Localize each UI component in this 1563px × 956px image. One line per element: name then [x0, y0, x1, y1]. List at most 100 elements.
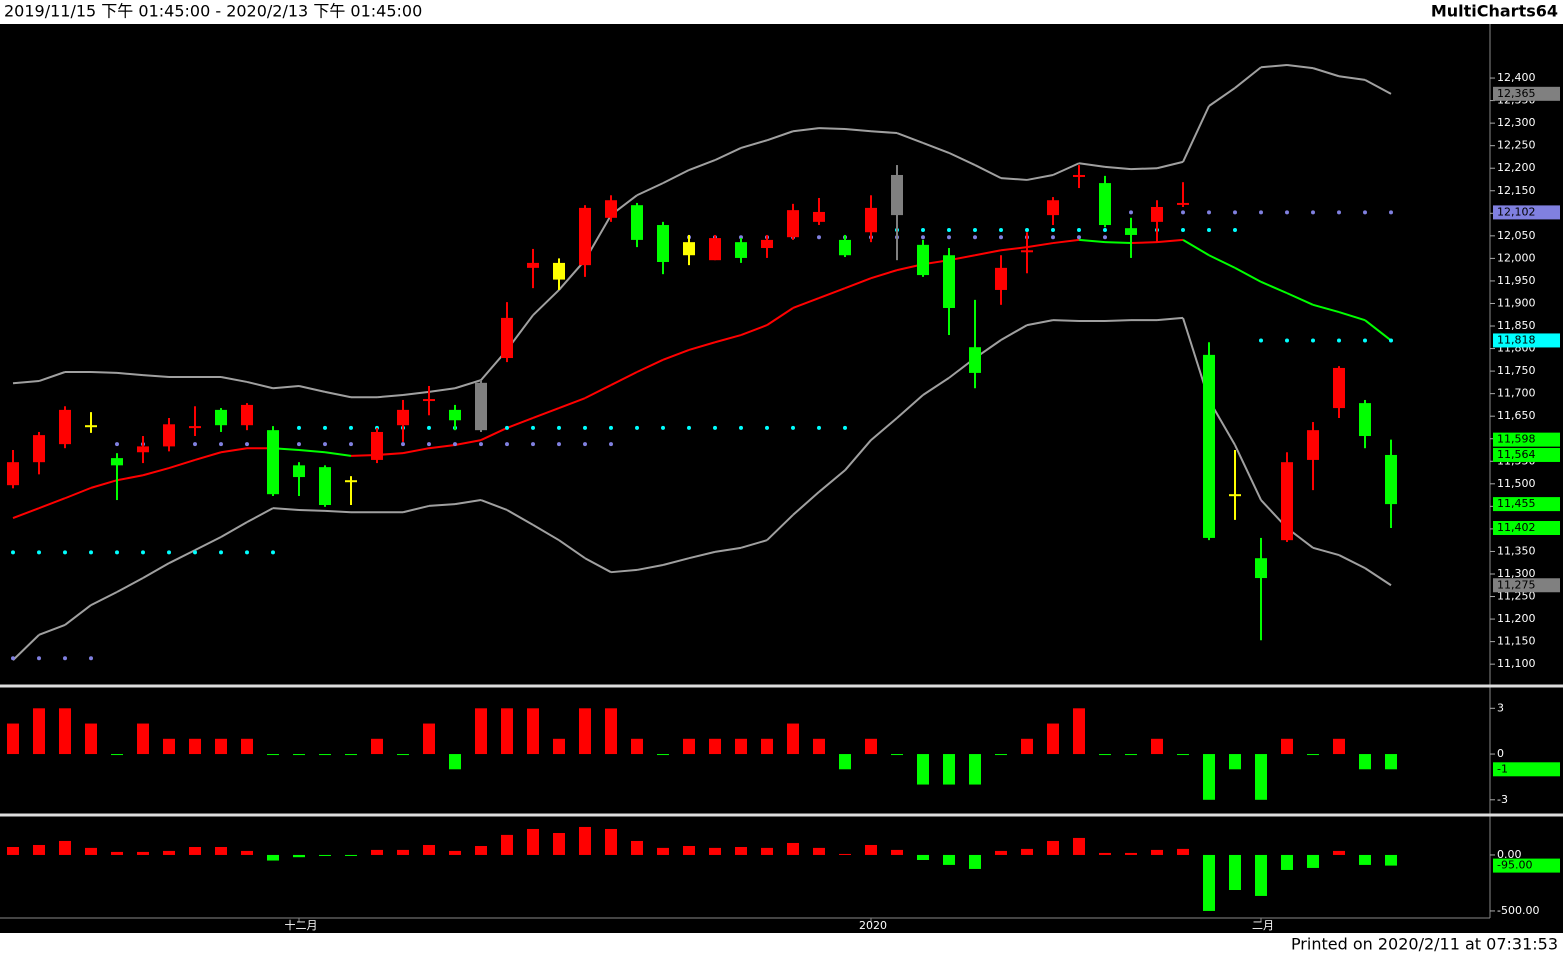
indicator-bar [1385, 754, 1397, 770]
level-dot [427, 425, 431, 430]
candle-body [995, 267, 1007, 290]
level-dot [271, 550, 275, 555]
level-dot [141, 550, 145, 555]
band-segment [1078, 238, 1106, 244]
candle-body [345, 480, 357, 483]
level-dot [1181, 227, 1185, 232]
band-segment [324, 451, 352, 457]
level-dot [401, 442, 405, 447]
printed-note: Printed on 2020/2/11 at 07:31:53 [1291, 935, 1558, 954]
candle-body [1281, 462, 1293, 541]
level-dot [1025, 227, 1029, 232]
band-segment [714, 546, 742, 553]
indicator-bar [397, 754, 409, 756]
band-segment [454, 499, 482, 506]
indicator-bar [1333, 850, 1345, 855]
level-dot [323, 442, 327, 447]
indicator-bar [423, 723, 435, 755]
band-segment [740, 539, 768, 549]
price-marker [1493, 432, 1560, 447]
band-segment [584, 384, 612, 400]
candle-body [423, 399, 435, 402]
price-marker-label: 12,365 [1497, 87, 1536, 100]
app-name: MultiCharts64 [1431, 2, 1558, 21]
y-tick-label: 12,400 [1497, 71, 1536, 84]
indicator-bar [371, 738, 383, 755]
level-dot [323, 425, 327, 430]
band-segment [844, 127, 872, 133]
y-tick-label: 12,050 [1497, 229, 1536, 242]
level-dot [479, 442, 483, 447]
y-tick-label: 12,200 [1497, 161, 1536, 174]
level-dot [531, 425, 535, 430]
y-tick-label: 11,650 [1497, 409, 1536, 422]
candle-body [553, 262, 565, 280]
indicator-bar [59, 840, 71, 855]
band-segment [1208, 87, 1236, 107]
level-dot [115, 550, 119, 555]
y-tick-label: 12,150 [1497, 184, 1536, 197]
band-segment [194, 536, 222, 551]
candle-body [319, 467, 331, 506]
candle-body [475, 382, 487, 431]
indicator-bar [501, 708, 513, 755]
band-segment [246, 380, 274, 390]
band-segment [792, 491, 820, 516]
candle-body [917, 244, 929, 276]
indicator-bar [1359, 754, 1371, 770]
indicator-bar [1203, 854, 1215, 911]
band-segment [1000, 177, 1028, 181]
indicator-bar [995, 754, 1007, 756]
level-dot [817, 235, 821, 240]
band-segment [90, 479, 118, 489]
level-dot [609, 442, 613, 447]
band-segment [688, 159, 716, 171]
indicator-bar [761, 738, 773, 755]
band-segment [818, 469, 846, 493]
band-segment [402, 504, 430, 514]
band-segment [12, 380, 40, 385]
band-segment [1234, 444, 1262, 501]
y-tick-label: 0.00 [1497, 848, 1522, 861]
band-segment [324, 390, 352, 399]
indicator-bar [137, 723, 149, 755]
indicator-bar [319, 854, 331, 856]
band-segment [714, 334, 742, 344]
candle-body [1021, 250, 1033, 253]
level-dot [245, 550, 249, 555]
indicator-bar [605, 828, 617, 855]
band-segment [1104, 241, 1132, 245]
level-dot [1363, 338, 1367, 343]
candle-body [1255, 558, 1267, 579]
indicator-bar [501, 834, 513, 855]
level-dot [921, 235, 925, 240]
band-segment [428, 503, 456, 507]
level-dot [297, 442, 301, 447]
candle-body [33, 435, 45, 463]
candle-body [1125, 228, 1137, 235]
indicator-bar [1073, 708, 1085, 755]
level-dot [219, 550, 223, 555]
footer-bar [0, 933, 1563, 956]
level-dot [609, 425, 613, 430]
band-segment [1130, 167, 1158, 171]
indicator-bar [475, 845, 487, 855]
level-dot [115, 442, 119, 447]
indicator-bar [1125, 852, 1137, 855]
y-tick-label: 11,300 [1497, 567, 1536, 580]
band-segment [1312, 546, 1340, 557]
indicator-bar [345, 754, 357, 756]
level-dot [349, 442, 353, 447]
band-segment [792, 297, 820, 309]
level-dot [1363, 210, 1367, 215]
band-segment [506, 417, 534, 429]
band-segment [1000, 324, 1028, 341]
level-dot [1207, 210, 1211, 215]
band-segment [1312, 67, 1340, 78]
band-segment [1338, 75, 1366, 81]
band-segment [766, 514, 794, 541]
band-segment [64, 486, 92, 500]
header-bar [0, 0, 1563, 24]
price-marker-label: 11,818 [1497, 333, 1536, 346]
band-segment [1312, 303, 1340, 314]
